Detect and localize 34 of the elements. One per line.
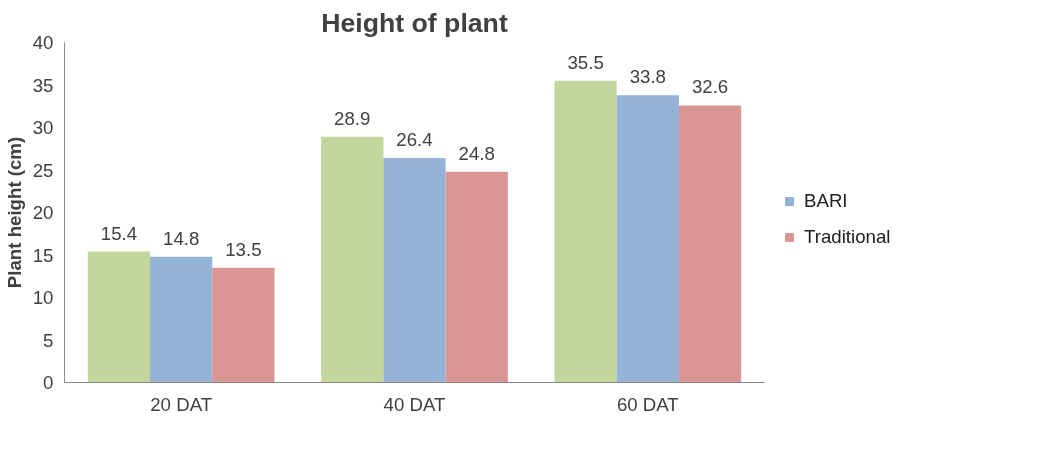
bar — [616, 95, 679, 383]
data-label: 35.5 — [567, 51, 604, 73]
bar — [678, 105, 742, 383]
data-label: 13.5 — [225, 238, 262, 260]
data-label: 33.8 — [629, 66, 666, 88]
data-label: 32.6 — [691, 76, 729, 98]
data-label: 14.8 — [163, 227, 200, 249]
x-tick-label: 20 DAT — [150, 393, 213, 415]
legend-label: BARI — [804, 189, 848, 212]
x-tick-label: 40 DAT — [383, 393, 446, 415]
y-axis-title: Plant height (cm) — [3, 136, 25, 289]
y-tick-label: 25 — [32, 159, 54, 181]
legend-label: Traditional — [804, 225, 891, 248]
x-tick-label: 60 DAT — [616, 393, 679, 415]
data-label: 24.8 — [458, 142, 495, 164]
y-tick-label: 30 — [32, 117, 54, 138]
y-tick-label: 15 — [32, 244, 54, 266]
bar — [150, 256, 213, 383]
y-tick-label: 40 — [32, 32, 54, 53]
data-label: 26.4 — [396, 129, 433, 151]
bar — [445, 171, 508, 383]
bar — [554, 80, 617, 383]
data-label: 15.4 — [100, 222, 138, 244]
bar — [87, 251, 151, 383]
bar — [321, 136, 384, 383]
data-label: 28.9 — [334, 107, 371, 129]
chart-title: Height of plant — [321, 7, 508, 38]
y-tick-label: 10 — [32, 287, 54, 308]
bar — [212, 267, 275, 383]
y-tick-label: 35 — [32, 74, 54, 96]
y-tick-label: 20 — [32, 202, 54, 223]
y-tick-label: 0 — [43, 372, 54, 393]
bar — [383, 158, 446, 383]
y-tick-label: 5 — [43, 329, 54, 351]
